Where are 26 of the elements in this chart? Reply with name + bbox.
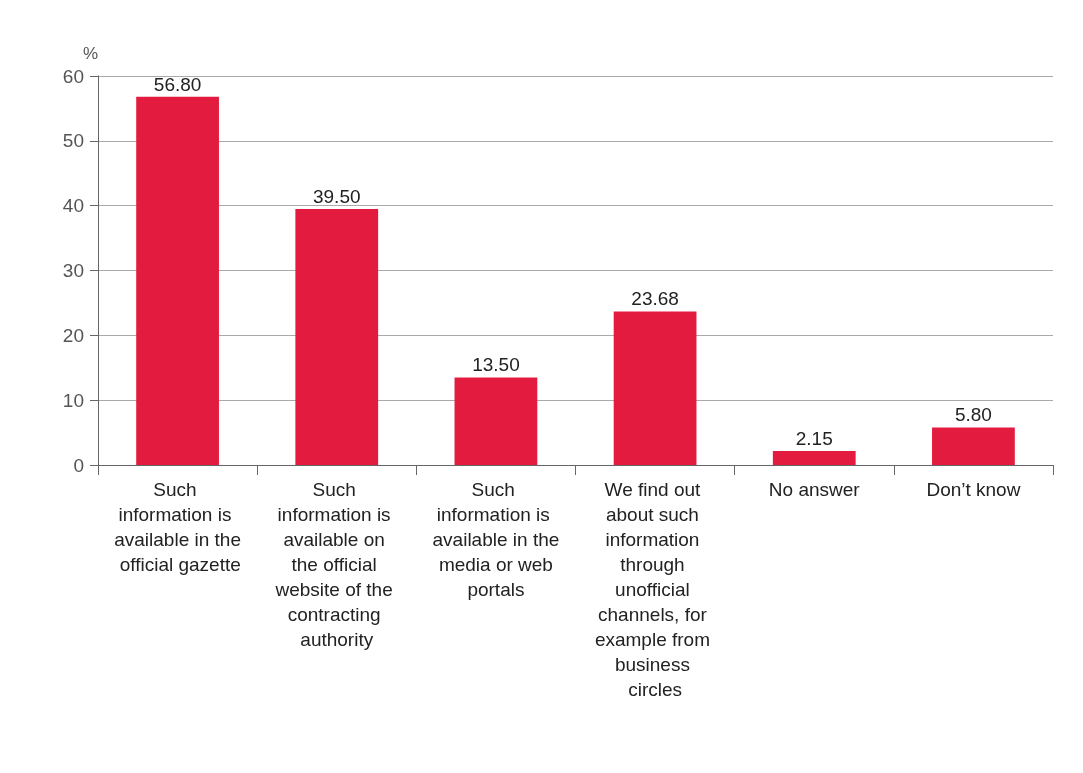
bar xyxy=(454,377,538,465)
y-tick-label: 30 xyxy=(62,260,84,281)
y-tick-label: 20 xyxy=(62,324,84,346)
x-tick-label: No answer xyxy=(768,479,861,500)
bar xyxy=(613,311,697,465)
bar xyxy=(136,96,219,465)
y-axis-title: % xyxy=(82,44,98,63)
x-tick-label: Don’t know xyxy=(926,479,1021,500)
y-tick-label: 10 xyxy=(62,389,84,411)
x-tick-label: Such information is available on the official website of the contracting authority xyxy=(274,479,399,650)
bar xyxy=(295,208,379,465)
x-tick-label: Such information is available in the media or web portals xyxy=(432,479,560,600)
y-tick-label: 40 xyxy=(62,195,84,217)
y-tick-label: 50 xyxy=(62,130,84,152)
data-label: 5.80 xyxy=(954,404,992,426)
y-tick-label: 60 xyxy=(62,65,84,87)
data-label: 56.80 xyxy=(153,73,202,95)
category-label: We find out about such information through unofficial channels, for example from business circles xyxy=(594,479,711,700)
bar xyxy=(932,427,1015,465)
data-label: 2.15 xyxy=(795,428,833,450)
data-label: 13.50 xyxy=(472,354,520,376)
data-label: 39.50 xyxy=(312,185,361,207)
data-label: 23.68 xyxy=(631,288,679,310)
y-tick-label: 0 xyxy=(73,454,84,476)
x-tick-label: Such information is available in the official gazette xyxy=(114,479,241,575)
bar xyxy=(772,451,856,465)
